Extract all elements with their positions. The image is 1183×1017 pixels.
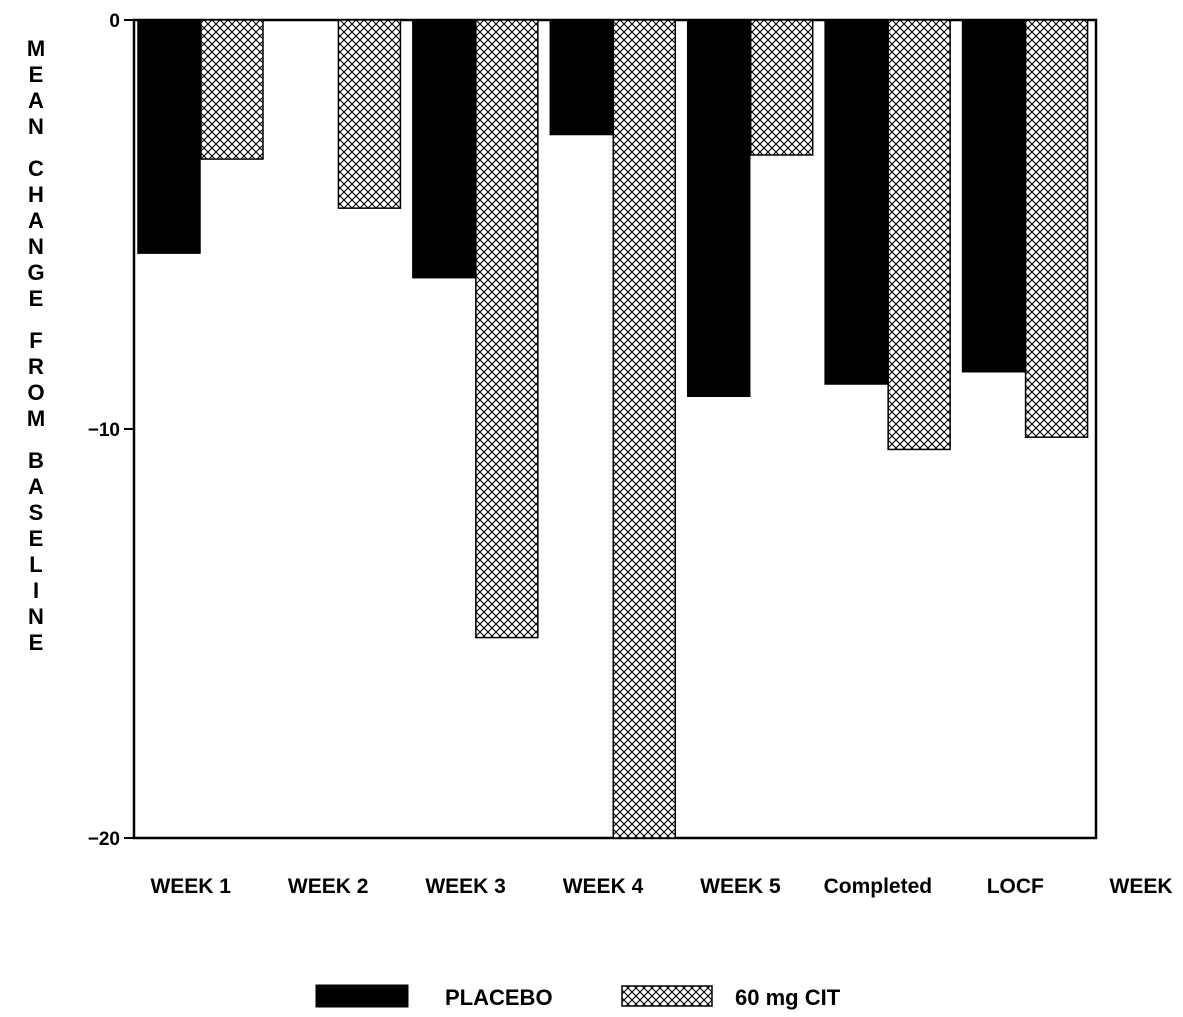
x-tick-label: Completed bbox=[824, 875, 933, 898]
bar-placebo-5 bbox=[686, 19, 751, 398]
bar-cit-5 bbox=[749, 19, 814, 156]
bar-placebo-6 bbox=[824, 19, 888, 385]
x-tick-label: LOCF bbox=[987, 875, 1044, 898]
x-tick-label: WEEK 1 bbox=[150, 875, 231, 898]
y-axis: 0 −10 −20 bbox=[88, 11, 134, 850]
bar-cit-3 bbox=[475, 19, 539, 639]
x-tick-label: WEEK 3 bbox=[425, 875, 506, 898]
x-axis-label: WEEK bbox=[1110, 875, 1173, 898]
legend-label-cit: 60 mg CIT bbox=[735, 985, 841, 1010]
x-tick-label: WEEK 2 bbox=[288, 875, 369, 898]
bar-cit-7 bbox=[1024, 19, 1089, 438]
legend-label-placebo: PLACEBO bbox=[445, 985, 553, 1010]
x-tick-label: WEEK 5 bbox=[700, 875, 781, 898]
legend-swatch-cit bbox=[621, 985, 713, 1007]
legend-swatch-placebo bbox=[315, 984, 409, 1008]
bar-placebo-4 bbox=[549, 19, 614, 136]
bar-cit-2 bbox=[337, 19, 402, 209]
legend: PLACEBO 60 mg CIT bbox=[315, 984, 841, 1010]
y-tick-label: 0 bbox=[109, 11, 120, 32]
bars bbox=[137, 19, 1089, 839]
bar-cit-1 bbox=[200, 19, 264, 160]
x-tick-label: WEEK 4 bbox=[563, 875, 644, 898]
bar-cit-4 bbox=[612, 19, 677, 839]
bar-placebo-3 bbox=[412, 19, 476, 279]
bar-placebo-7 bbox=[961, 19, 1026, 373]
y-tick-label: −20 bbox=[88, 829, 120, 850]
bar-placebo-1 bbox=[137, 19, 201, 254]
bar-cit-6 bbox=[887, 19, 951, 451]
y-tick-label: −10 bbox=[88, 420, 120, 441]
x-axis: WEEK 1 WEEK 2 WEEK 3 WEEK 4 WEEK 5 Completed L… bbox=[150, 875, 1172, 898]
